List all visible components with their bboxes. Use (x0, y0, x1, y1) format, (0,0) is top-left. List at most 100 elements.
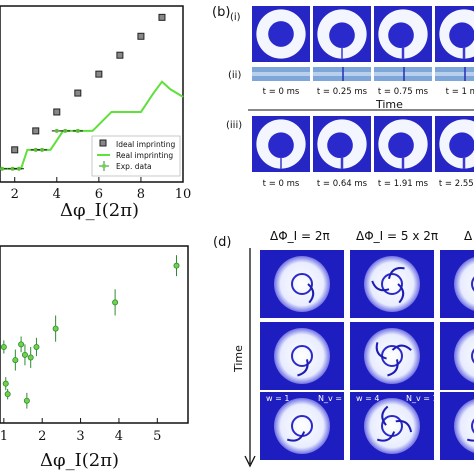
bl-data-point (12, 357, 19, 364)
exp-data-point (40, 147, 45, 152)
row-ii-strip-band (435, 72, 474, 76)
exp-data-point (75, 128, 80, 133)
chart-top-left-xlabel: Δφ_I(2π) (60, 200, 139, 221)
row-ii-time-label: t = 0.25 ms (317, 87, 368, 97)
bl-x-tick-label: 4 (115, 429, 123, 444)
panel-d-nv1-label: N_v = 1 (406, 394, 438, 403)
ring-hole (268, 21, 294, 47)
row-iii-image (252, 116, 310, 172)
tl-x-tick-label: 4 (53, 187, 61, 202)
vortex-arm (387, 359, 399, 377)
tl-x-tick-label: 2 (11, 187, 19, 202)
vortex-core (471, 276, 474, 292)
bl-data-point (27, 354, 34, 361)
panel-b-row-iii-label: (iii) (226, 120, 242, 131)
vortex-image (350, 250, 434, 318)
vortex-disc (364, 256, 420, 312)
bl-data-point (23, 397, 30, 404)
ideal-imprinting-point (158, 13, 166, 21)
vortex-image (350, 392, 434, 460)
chart-bottom-left-xlabel: Δφ_I(2π) (40, 450, 119, 471)
vortex-arm (375, 342, 387, 360)
ring-hole (388, 22, 414, 49)
row-i-image (252, 6, 310, 62)
row-i-image (374, 6, 432, 62)
row-ii-time-label: t = 0.75 ms (378, 87, 429, 97)
vortex-arm (391, 344, 412, 351)
ring-hole (268, 132, 294, 159)
ring-hole (449, 22, 474, 49)
chart-top-left: 2 4 6 8 10 Ideal imprinting Real imprinting … (0, 5, 191, 221)
bl-data-point (173, 262, 180, 269)
vortex-disc (454, 257, 474, 311)
exp-data-point (54, 128, 59, 133)
panel-d-label: (d) (213, 235, 231, 250)
vortex-image (260, 392, 344, 460)
ideal-imprinting-point (74, 89, 82, 97)
ring-hole (329, 22, 355, 49)
row-i-image (435, 6, 474, 62)
panel-d-grid (260, 250, 474, 460)
row-iii-image (435, 116, 474, 172)
ideal-imprinting-point (11, 146, 19, 154)
row-iii-image (374, 116, 432, 172)
row-iii-time-label: t = 2.55 ms (439, 179, 474, 189)
bl-data-point (4, 391, 11, 398)
ideal-imprinting-point (53, 108, 61, 116)
row-iii-image (313, 116, 371, 172)
exp-data-point (16, 166, 21, 171)
vortex-image (260, 250, 344, 318)
legend-ideal-label: Ideal imprinting (116, 140, 175, 149)
ring-hole (327, 132, 353, 159)
legend-real-label: Real imprinting (116, 151, 173, 160)
panel-d: (d) ΔΦ_I = 2π ΔΦ_I = 5 x 2π Δ Time w = 1… (213, 229, 474, 468)
chart-bottom-left-frame (0, 245, 189, 424)
panel-d-time-label: Time (232, 345, 245, 373)
vortex-image (260, 322, 344, 390)
panel-b-row-i-label: (i) (230, 12, 241, 23)
vortex-image (350, 322, 434, 390)
vortex-core (471, 418, 474, 434)
panel-b-label: (b) (212, 5, 230, 20)
panel-d-col-title-2: ΔΦ_I = 5 x 2π (356, 229, 438, 243)
vortex-arm (371, 280, 390, 292)
row-ii-time-label: t = 0 ms (263, 87, 300, 97)
tl-x-tick-label: 8 (137, 187, 145, 202)
vortex-disc (364, 328, 420, 384)
vortex-arm (381, 405, 389, 426)
row-ii-strip-band (252, 72, 310, 76)
legend-exp-marker (99, 161, 109, 171)
vortex-disc (274, 328, 330, 384)
vortex-arm (395, 420, 413, 433)
chart-top-left-marks (0, 13, 184, 171)
vortex-core (381, 273, 403, 295)
vortex-arm (388, 267, 405, 280)
bl-x-tick-label: 3 (76, 429, 84, 444)
panel-b-time-label: Time (375, 98, 403, 111)
ideal-imprinting-point (32, 127, 40, 135)
vortex-core (291, 345, 313, 367)
panel-b: (b) (i) (ii) (iii) t = 0 ms t = 0.25 ms t … (212, 5, 474, 189)
vortex-core (471, 348, 474, 364)
vortex-image (440, 392, 474, 460)
row-iii-time-label: t = 0.64 ms (317, 179, 368, 189)
vortex-arm (307, 283, 315, 304)
panel-d-time-arrowhead (244, 455, 256, 468)
exp-data-point (63, 128, 68, 133)
vortex-arm (286, 431, 306, 442)
bl-data-point (2, 380, 9, 387)
vortex-disc (364, 398, 420, 454)
ideal-imprinting-point (137, 32, 145, 40)
chart-top-left-frame (0, 5, 184, 183)
chart-bottom-left: 1 2 3 4 5 Δφ_I(2π) (0, 245, 189, 471)
vortex-arm (397, 283, 405, 304)
chart-bottom-left-marks (0, 255, 180, 409)
panel-b-row-ii: t = 0 ms t = 0.25 ms t = 0.75 ms t = 1 ms (252, 67, 474, 97)
legend-exp-label: Exp. data (116, 162, 152, 171)
bl-data-point (18, 341, 25, 348)
tl-x-tick-label: 6 (95, 187, 103, 202)
row-ii-strip-band (374, 72, 432, 76)
ideal-imprinting-point (116, 51, 124, 59)
vortex-disc (454, 329, 474, 383)
exp-data-point (10, 166, 15, 171)
